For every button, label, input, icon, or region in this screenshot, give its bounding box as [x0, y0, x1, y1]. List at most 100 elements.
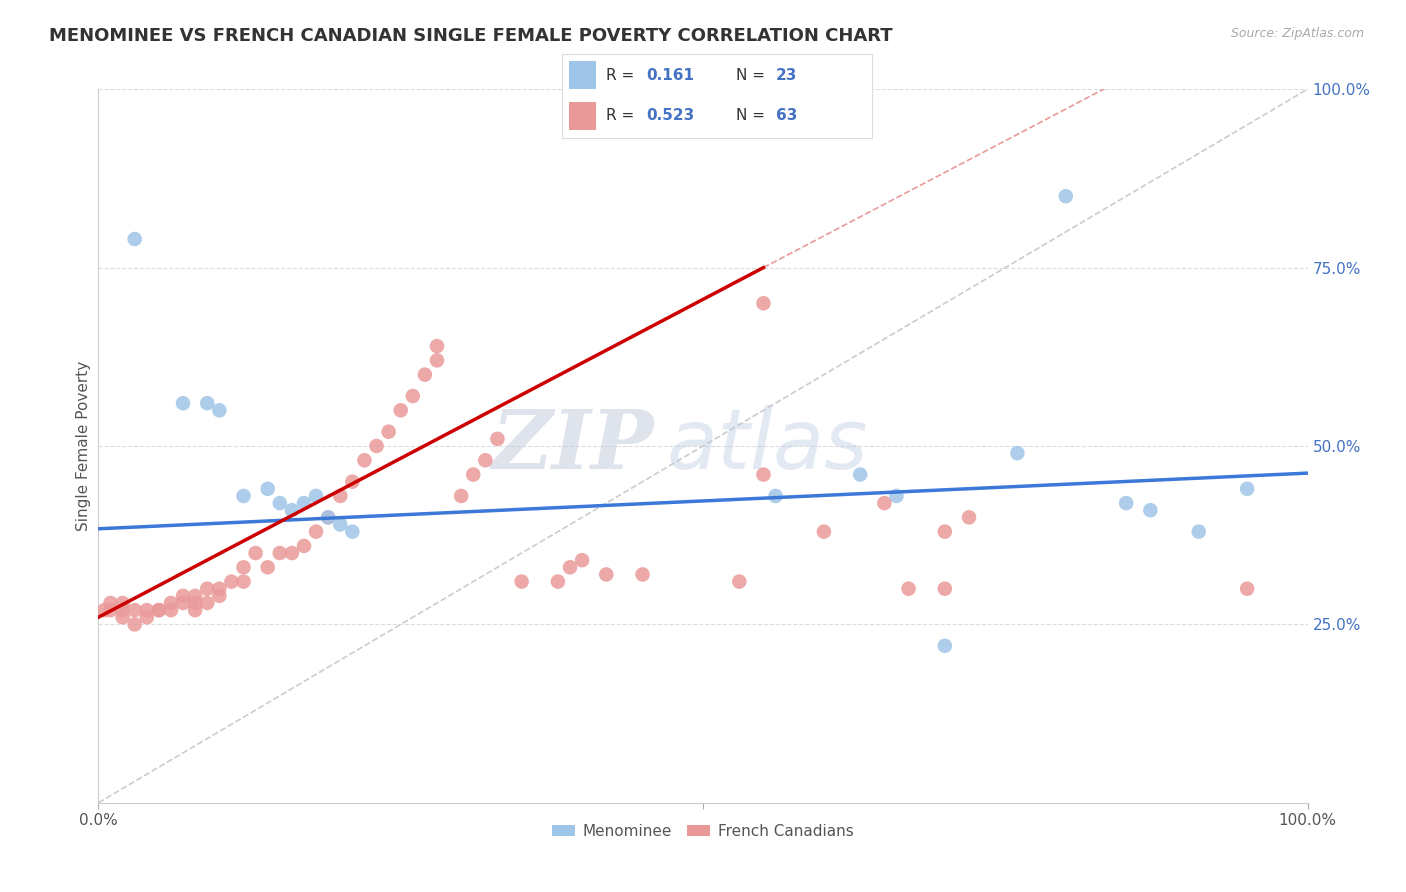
Point: [631, 567, 654, 582]
Point: [100, 596, 122, 610]
Point: [752, 296, 775, 310]
Point: [1188, 524, 1211, 539]
Point: [886, 489, 908, 503]
Text: R =: R =: [606, 68, 638, 83]
Text: N =: N =: [735, 108, 769, 123]
Point: [402, 389, 425, 403]
Point: [1115, 496, 1137, 510]
Point: [353, 453, 375, 467]
Point: [124, 617, 146, 632]
Point: [232, 489, 254, 503]
Point: [342, 475, 364, 489]
Point: [463, 467, 485, 482]
Point: [316, 510, 339, 524]
Point: [232, 560, 254, 574]
Point: [510, 574, 533, 589]
Point: [172, 589, 194, 603]
Text: ZIP: ZIP: [492, 406, 655, 486]
Point: [195, 582, 218, 596]
Point: [245, 546, 267, 560]
Point: [413, 368, 436, 382]
Point: [389, 403, 412, 417]
Point: [256, 482, 278, 496]
Point: [221, 574, 243, 589]
Point: [752, 467, 775, 482]
Point: [281, 503, 304, 517]
Point: [208, 589, 231, 603]
Point: [934, 582, 956, 596]
Point: [292, 539, 315, 553]
Point: [366, 439, 388, 453]
Point: [474, 453, 496, 467]
Point: [195, 396, 218, 410]
Point: [558, 560, 581, 574]
Point: [450, 489, 472, 503]
Text: R =: R =: [606, 108, 638, 123]
Text: MENOMINEE VS FRENCH CANADIAN SINGLE FEMALE POVERTY CORRELATION CHART: MENOMINEE VS FRENCH CANADIAN SINGLE FEMA…: [49, 27, 893, 45]
Point: [184, 589, 207, 603]
Point: [897, 582, 920, 596]
Point: [426, 339, 449, 353]
Point: [1139, 503, 1161, 517]
Point: [208, 582, 231, 596]
Point: [813, 524, 835, 539]
Point: [111, 603, 134, 617]
Text: atlas: atlas: [666, 406, 869, 486]
Text: 23: 23: [776, 68, 797, 83]
Point: [124, 603, 146, 617]
Y-axis label: Single Female Poverty: Single Female Poverty: [76, 361, 91, 531]
Text: 63: 63: [776, 108, 797, 123]
Point: [172, 396, 194, 410]
Point: [93, 603, 115, 617]
Point: [184, 603, 207, 617]
Point: [873, 496, 896, 510]
Point: [184, 596, 207, 610]
Text: 0.161: 0.161: [645, 68, 695, 83]
Point: [172, 596, 194, 610]
Point: [305, 524, 328, 539]
Point: [934, 639, 956, 653]
Point: [547, 574, 569, 589]
Bar: [568, 62, 596, 89]
Point: [316, 510, 339, 524]
Point: [849, 467, 872, 482]
Text: 0.523: 0.523: [645, 108, 695, 123]
Point: [292, 496, 315, 510]
Point: [1007, 446, 1029, 460]
Point: [342, 524, 364, 539]
Point: [111, 596, 134, 610]
Point: [765, 489, 787, 503]
Point: [486, 432, 509, 446]
Point: [148, 603, 170, 617]
Bar: [568, 102, 596, 130]
Point: [571, 553, 593, 567]
Legend: Menominee, French Canadians: Menominee, French Canadians: [546, 818, 860, 845]
Point: [1236, 582, 1258, 596]
Point: [595, 567, 617, 582]
Point: [305, 489, 328, 503]
Point: [111, 610, 134, 624]
Point: [160, 603, 183, 617]
Point: [269, 546, 291, 560]
Point: [195, 596, 218, 610]
Point: [100, 603, 122, 617]
Text: N =: N =: [735, 68, 769, 83]
Point: [329, 489, 352, 503]
Point: [728, 574, 751, 589]
Point: [281, 546, 304, 560]
Text: Source: ZipAtlas.com: Source: ZipAtlas.com: [1230, 27, 1364, 40]
Point: [232, 574, 254, 589]
Point: [1236, 482, 1258, 496]
Point: [377, 425, 399, 439]
Point: [208, 403, 231, 417]
Point: [957, 510, 980, 524]
Point: [160, 596, 183, 610]
Point: [256, 560, 278, 574]
Point: [124, 232, 146, 246]
Point: [135, 610, 157, 624]
Point: [135, 603, 157, 617]
Point: [329, 517, 352, 532]
Point: [426, 353, 449, 368]
Point: [934, 524, 956, 539]
Point: [148, 603, 170, 617]
